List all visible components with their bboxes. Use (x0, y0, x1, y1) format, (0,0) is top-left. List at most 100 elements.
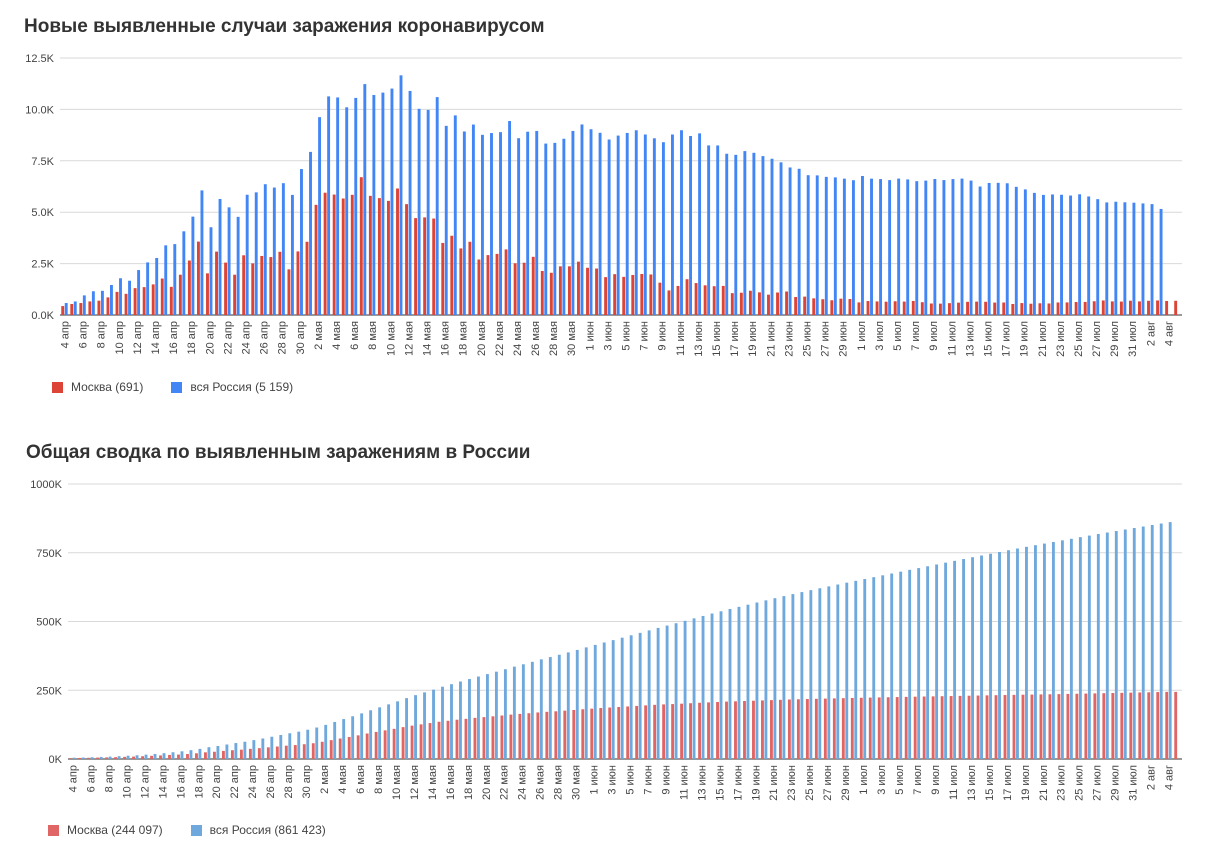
x-tick-label: 24 мая (512, 321, 524, 356)
legend-label-moscow: Москва (691) (71, 380, 144, 394)
bar-russia (716, 145, 720, 315)
x-tick-label: 23 июн (786, 765, 798, 801)
bar-moscow (341, 198, 345, 315)
bar-moscow (676, 285, 680, 315)
bar-russia (888, 180, 892, 315)
x-tick-label: 8 апр (96, 321, 108, 348)
bar-russia (879, 179, 883, 315)
y-tick-label: 0.0K (31, 310, 54, 322)
x-tick-label: 29 июл (1110, 765, 1122, 801)
y-tick-label: 2.5K (31, 259, 54, 271)
x-tick-label: 12 апр (132, 321, 144, 354)
bar-russia (252, 740, 256, 759)
bar-russia (953, 560, 957, 759)
bar-russia (707, 145, 711, 315)
bar-russia (755, 602, 759, 759)
bar-moscow (877, 697, 881, 759)
legend-item-moscow: Москва (691) (52, 380, 143, 394)
bar-russia (1096, 199, 1100, 315)
bar-moscow (698, 702, 701, 759)
bar-russia (861, 176, 864, 315)
bar-moscow (581, 709, 585, 759)
bar-russia (562, 138, 566, 315)
bar-moscow (626, 706, 630, 759)
bar-russia (806, 175, 810, 315)
bar-russia (987, 182, 991, 315)
bar-moscow (500, 715, 504, 759)
bar-moscow (187, 260, 191, 315)
bar-moscow (105, 757, 109, 759)
bar-russia (459, 681, 462, 759)
bar-russia (908, 569, 912, 759)
bar-moscow (106, 297, 110, 315)
bar-moscow (841, 698, 845, 759)
bar-moscow (437, 721, 441, 759)
bar-russia (450, 684, 453, 759)
bar-moscow (893, 301, 897, 315)
chart-legend: Москва (244 097) вся Россия (861 423) (48, 823, 354, 837)
bar-moscow (133, 288, 137, 315)
bar-russia (1078, 194, 1082, 315)
bar-moscow (725, 701, 728, 759)
x-tick-label: 20 апр (211, 765, 223, 798)
bar-russia (333, 721, 337, 759)
bar-russia (935, 564, 939, 759)
bar-russia (369, 710, 373, 759)
bar-moscow (904, 696, 908, 759)
bar-russia (521, 664, 525, 759)
bar-russia (1069, 195, 1073, 315)
bar-moscow (895, 697, 899, 759)
bar-moscow (794, 297, 798, 315)
y-tick-label: 500K (36, 617, 62, 629)
bar-russia (924, 180, 928, 315)
bar-russia (173, 244, 177, 315)
bar-russia (827, 586, 831, 759)
bar-russia (1078, 537, 1082, 759)
bar-russia (1007, 550, 1010, 759)
y-tick-label: 10.0K (25, 104, 54, 116)
x-tick-label: 22 апр (229, 765, 241, 798)
bar-russia (100, 290, 104, 315)
bar-russia (345, 107, 349, 315)
x-tick-label: 21 июн (768, 765, 780, 801)
bar-moscow (948, 303, 951, 315)
bar-moscow (374, 731, 378, 759)
bar-russia (638, 632, 642, 759)
bar-moscow (839, 298, 843, 315)
bar-russia (236, 216, 240, 315)
bar-russia (270, 736, 274, 759)
bar-moscow (1020, 303, 1024, 315)
bar-moscow (805, 699, 809, 759)
bar-russia (598, 132, 602, 315)
bar-moscow (976, 695, 980, 759)
bar-moscow (509, 714, 513, 759)
legend-swatch-moscow (52, 381, 63, 393)
x-tick-label: 21 июн (765, 321, 777, 357)
bar-moscow (796, 699, 800, 759)
bar-moscow (577, 261, 580, 315)
bar-russia (818, 588, 822, 759)
bar-russia (917, 568, 921, 759)
bar-moscow (1165, 300, 1169, 315)
bar-moscow (522, 262, 526, 315)
x-tick-label: 9 июн (660, 765, 672, 795)
bar-moscow (823, 698, 827, 759)
bar-russia (191, 216, 195, 315)
bar-moscow (314, 204, 318, 315)
bar-moscow (1075, 693, 1079, 759)
bar-moscow (513, 263, 517, 315)
bar-moscow (613, 274, 617, 315)
bar-russia (82, 295, 86, 315)
bar-russia (327, 96, 331, 315)
bar-moscow (617, 706, 621, 759)
x-tick-label: 8 апр (103, 765, 115, 792)
bar-russia (399, 75, 403, 315)
bar-russia (906, 179, 910, 315)
y-tick-label: 7.5K (31, 156, 54, 168)
bar-moscow (186, 754, 189, 759)
bar-russia (1159, 523, 1163, 759)
bar-russia (263, 184, 267, 315)
bar-moscow (79, 303, 83, 315)
bar-russia (342, 719, 346, 759)
bar-russia (517, 138, 521, 315)
